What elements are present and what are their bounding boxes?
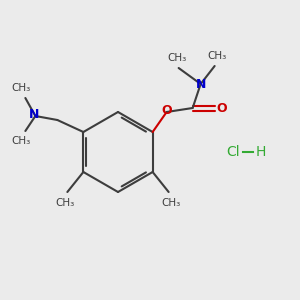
Text: N: N (29, 109, 40, 122)
Text: H: H (256, 145, 266, 159)
Text: Cl: Cl (226, 145, 240, 159)
Text: CH₃: CH₃ (12, 136, 31, 146)
Text: CH₃: CH₃ (12, 83, 31, 93)
Text: N: N (196, 77, 206, 91)
Text: O: O (216, 101, 227, 115)
Text: CH₃: CH₃ (56, 198, 75, 208)
Text: CH₃: CH₃ (207, 51, 226, 61)
Text: O: O (161, 104, 172, 118)
Text: CH₃: CH₃ (167, 53, 186, 63)
Text: CH₃: CH₃ (161, 198, 180, 208)
